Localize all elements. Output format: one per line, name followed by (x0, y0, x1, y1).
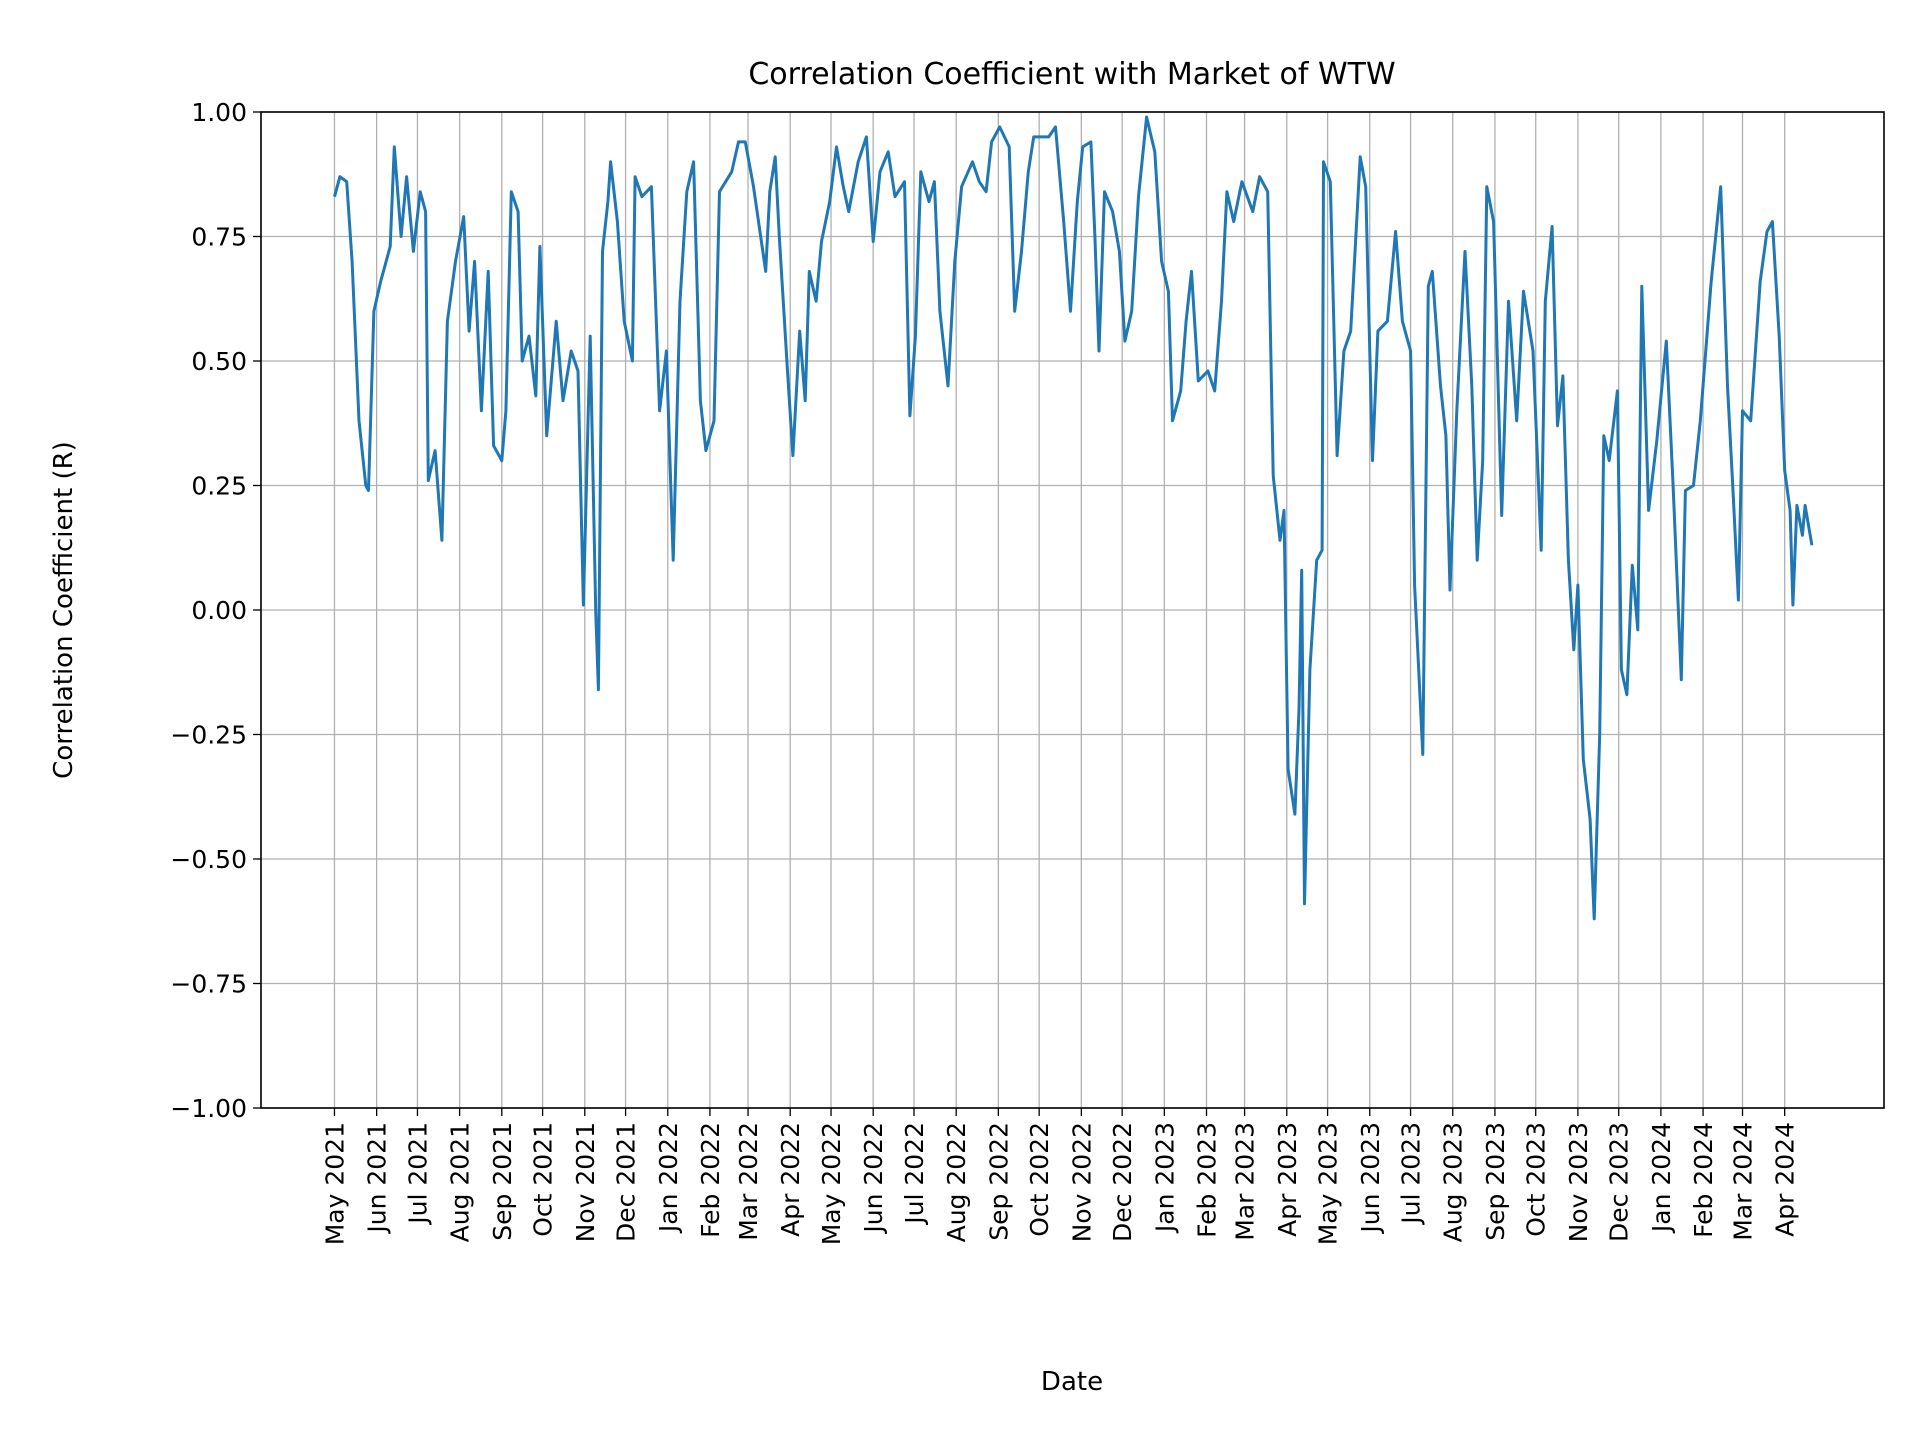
x-tick-label: Jan 2024 (1647, 1122, 1676, 1234)
x-tick-label: Oct 2022 (1025, 1122, 1054, 1237)
x-tick-label: Sep 2022 (984, 1122, 1013, 1241)
y-axis: −1.00 −0.75 −0.50 −0.25 0.00 0.25 0.50 0.75 1.00 (170, 98, 261, 1123)
x-tick-label: Jul 2022 (900, 1122, 929, 1226)
x-tick-label: May 2023 (1314, 1122, 1343, 1245)
x-tick-label: Feb 2022 (696, 1122, 725, 1238)
x-tick-label: Jun 2021 (363, 1122, 392, 1235)
x-tick-label: Dec 2021 (612, 1122, 641, 1242)
x-tick-label: Feb 2023 (1193, 1122, 1222, 1238)
x-axis-label: Date (1041, 1367, 1103, 1397)
x-tick-label: Sep 2021 (488, 1122, 517, 1241)
x-tick-label: Jul 2023 (1397, 1122, 1426, 1226)
x-tick-label: Sep 2023 (1481, 1122, 1510, 1241)
x-tick-label: Oct 2023 (1522, 1122, 1551, 1237)
x-tick-label: Apr 2024 (1771, 1122, 1800, 1237)
y-tick-label: −1.00 (170, 1094, 247, 1123)
x-tick-label: Jun 2022 (859, 1122, 888, 1235)
x-tick-label: Mar 2023 (1231, 1122, 1260, 1241)
x-tick-label: Aug 2021 (446, 1122, 475, 1242)
x-tick-label: Aug 2022 (942, 1122, 971, 1242)
y-tick-label: 0.00 (191, 596, 247, 625)
y-tick-label: −0.25 (170, 721, 247, 750)
y-tick-label: 0.50 (191, 347, 247, 376)
x-tick-label: May 2022 (817, 1122, 846, 1245)
x-tick-label: Mar 2022 (734, 1122, 763, 1241)
y-tick-label: 1.00 (191, 98, 247, 127)
x-tick-label: Nov 2023 (1564, 1122, 1593, 1242)
y-tick-label: −0.50 (170, 845, 247, 874)
chart-title: Correlation Coefficient with Market of W… (748, 57, 1395, 92)
x-tick-label: Feb 2024 (1689, 1122, 1718, 1238)
correlation-series-line (333, 115, 1814, 921)
y-tick-label: −0.75 (170, 970, 247, 999)
x-axis: May 2021 Jun 2021 Jul 2021 Aug 2021 Sep 2021… (320, 1108, 1800, 1245)
y-tick-label: 0.75 (191, 223, 247, 252)
y-axis-label: Correlation Coefficient (R) (49, 441, 79, 779)
x-tick-label: Jan 2023 (1150, 1122, 1179, 1234)
x-tick-label: Dec 2022 (1108, 1122, 1137, 1242)
x-tick-label: Aug 2023 (1439, 1122, 1468, 1242)
x-tick-label: Apr 2023 (1273, 1122, 1302, 1237)
x-tick-label: Nov 2022 (1067, 1122, 1096, 1242)
x-tick-label: May 2021 (320, 1122, 349, 1245)
x-tick-label: Nov 2021 (571, 1122, 600, 1242)
x-tick-label: Dec 2023 (1605, 1122, 1634, 1242)
series-layer (333, 115, 1814, 921)
y-tick-label: 0.25 (191, 472, 247, 501)
x-tick-label: Oct 2021 (529, 1122, 558, 1237)
x-tick-label: Mar 2024 (1729, 1122, 1758, 1241)
x-tick-label: Jun 2023 (1356, 1122, 1385, 1235)
x-tick-label: Jul 2021 (403, 1122, 432, 1226)
x-tick-label: Jan 2022 (654, 1122, 683, 1234)
x-tick-label: Apr 2022 (776, 1122, 805, 1237)
